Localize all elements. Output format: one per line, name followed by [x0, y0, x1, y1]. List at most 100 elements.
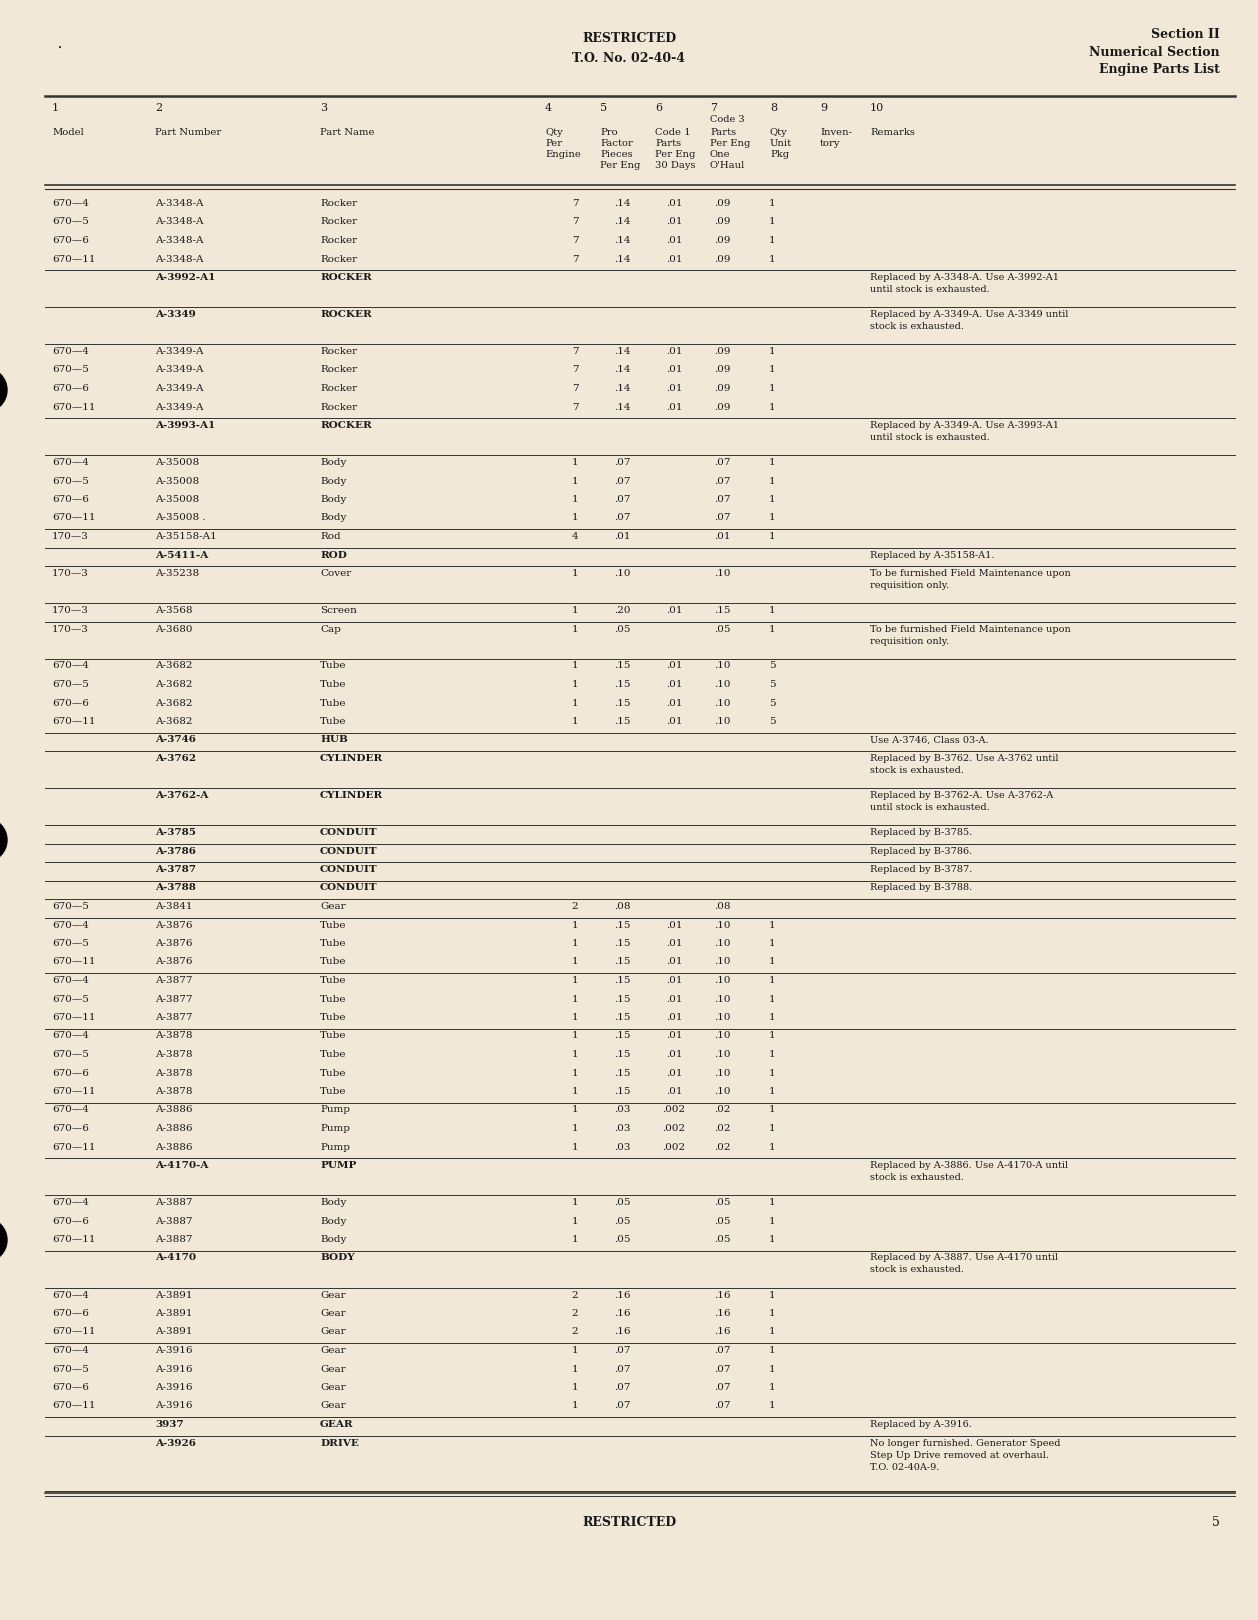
Text: .15: .15: [614, 1087, 630, 1097]
Text: 1: 1: [571, 975, 579, 985]
Text: .10: .10: [713, 698, 730, 708]
Text: 1: 1: [769, 514, 775, 523]
Text: Per Eng: Per Eng: [710, 139, 750, 147]
Text: Replaced by B-3786.: Replaced by B-3786.: [871, 847, 972, 855]
Text: A-3886: A-3886: [155, 1105, 192, 1115]
Text: 3: 3: [320, 104, 327, 113]
Text: T.O. 02-40A-9.: T.O. 02-40A-9.: [871, 1463, 940, 1471]
Text: One: One: [710, 151, 731, 159]
Text: A-3877: A-3877: [155, 995, 192, 1003]
Text: stock is exhausted.: stock is exhausted.: [871, 766, 964, 774]
Text: A-3349: A-3349: [155, 309, 196, 319]
Text: 10: 10: [871, 104, 884, 113]
Text: A-3887: A-3887: [155, 1199, 192, 1207]
Text: 7: 7: [571, 199, 579, 207]
Text: .07: .07: [713, 1364, 730, 1374]
Text: Gear: Gear: [320, 1364, 346, 1374]
Text: 1: 1: [571, 1032, 579, 1040]
Text: 1: 1: [769, 1199, 775, 1207]
Text: .07: .07: [713, 1401, 730, 1411]
Text: Remarks: Remarks: [871, 128, 915, 138]
Text: Gear: Gear: [320, 902, 346, 910]
Text: Pieces: Pieces: [600, 151, 633, 159]
Text: .10: .10: [713, 920, 730, 930]
Text: A-3916: A-3916: [155, 1383, 192, 1392]
Text: 7: 7: [571, 217, 579, 227]
Text: .01: .01: [665, 384, 682, 394]
Text: 670—11: 670—11: [52, 1234, 96, 1244]
Text: 1: 1: [571, 1069, 579, 1077]
Text: A-3992-A1: A-3992-A1: [155, 274, 215, 282]
Text: Code 1: Code 1: [655, 128, 691, 138]
Text: A-3682: A-3682: [155, 698, 192, 708]
Text: Cover: Cover: [320, 569, 351, 578]
Text: 670—6: 670—6: [52, 237, 89, 245]
Text: 670—11: 670—11: [52, 254, 96, 264]
Text: A-3877: A-3877: [155, 975, 192, 985]
Text: RESTRICTED: RESTRICTED: [582, 31, 676, 44]
Text: Part Number: Part Number: [155, 128, 221, 138]
Text: .07: .07: [614, 496, 630, 504]
Text: .10: .10: [713, 661, 730, 671]
Text: A-3878: A-3878: [155, 1087, 192, 1097]
Text: 5: 5: [769, 698, 775, 708]
Text: A-3916: A-3916: [155, 1346, 192, 1354]
Text: .05: .05: [713, 1234, 730, 1244]
Text: .02: .02: [713, 1124, 730, 1132]
Text: .08: .08: [713, 902, 730, 910]
Text: A-3877: A-3877: [155, 1012, 192, 1022]
Text: 2: 2: [571, 1327, 579, 1336]
Text: .15: .15: [614, 920, 630, 930]
Text: 670—5: 670—5: [52, 476, 89, 486]
Text: .01: .01: [665, 254, 682, 264]
Text: A-3762: A-3762: [155, 753, 196, 763]
Text: .09: .09: [713, 366, 730, 374]
Text: A-3746: A-3746: [155, 735, 196, 745]
Text: A-3568: A-3568: [155, 606, 192, 616]
Text: stock is exhausted.: stock is exhausted.: [871, 1265, 964, 1275]
Text: Replaced by A-3887. Use A-4170 until: Replaced by A-3887. Use A-4170 until: [871, 1254, 1058, 1262]
Text: ROCKER: ROCKER: [320, 421, 372, 429]
Text: .05: .05: [713, 624, 730, 633]
Text: A-3786: A-3786: [155, 847, 196, 855]
Text: 1: 1: [571, 496, 579, 504]
Text: .16: .16: [713, 1309, 730, 1319]
Text: Pump: Pump: [320, 1105, 350, 1115]
Text: A-4170-A: A-4170-A: [155, 1162, 209, 1170]
Text: .05: .05: [713, 1199, 730, 1207]
Text: 1: 1: [571, 1383, 579, 1392]
Text: 670—5: 670—5: [52, 902, 89, 910]
Text: .01: .01: [665, 237, 682, 245]
Text: To be furnished Field Maintenance upon: To be furnished Field Maintenance upon: [871, 569, 1071, 578]
Text: .14: .14: [614, 384, 630, 394]
Text: 1: 1: [571, 1346, 579, 1354]
Text: tory: tory: [820, 139, 840, 147]
Text: .01: .01: [614, 531, 630, 541]
Text: Replaced by A-3916.: Replaced by A-3916.: [871, 1421, 972, 1429]
Text: .002: .002: [663, 1142, 686, 1152]
Text: .07: .07: [713, 458, 730, 467]
Text: Rocker: Rocker: [320, 217, 357, 227]
Text: 1: 1: [769, 1105, 775, 1115]
Text: 1: 1: [769, 995, 775, 1003]
Text: 1: 1: [769, 920, 775, 930]
Text: A-3788: A-3788: [155, 883, 196, 893]
Text: Rocker: Rocker: [320, 402, 357, 411]
Text: A-3841: A-3841: [155, 902, 192, 910]
Text: 670—11: 670—11: [52, 1401, 96, 1411]
Text: 1: 1: [769, 237, 775, 245]
Text: 1: 1: [769, 1234, 775, 1244]
Text: Tube: Tube: [320, 957, 346, 967]
Text: .05: .05: [713, 1217, 730, 1225]
Text: 1: 1: [769, 1012, 775, 1022]
Text: 670—11: 670—11: [52, 1087, 96, 1097]
Text: 1: 1: [769, 402, 775, 411]
Text: Per Eng: Per Eng: [655, 151, 696, 159]
Text: until stock is exhausted.: until stock is exhausted.: [871, 285, 990, 293]
Text: Qty: Qty: [770, 128, 788, 138]
Text: A-3349-A: A-3349-A: [155, 384, 204, 394]
Text: 1: 1: [571, 1142, 579, 1152]
Text: requisition only.: requisition only.: [871, 582, 949, 590]
Text: 1: 1: [571, 1199, 579, 1207]
Text: .16: .16: [614, 1291, 630, 1299]
